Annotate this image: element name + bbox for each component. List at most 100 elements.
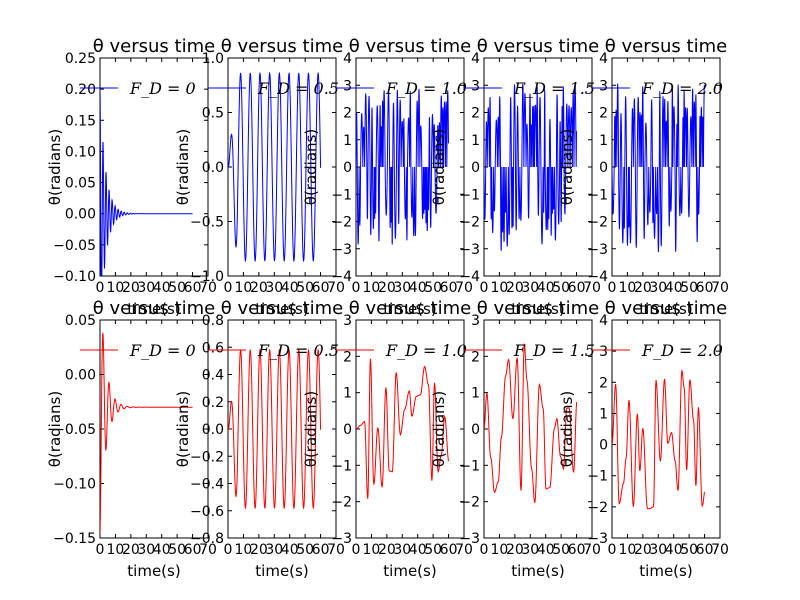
x-tick-label: 40 — [537, 542, 555, 558]
x-tick-label: 10 — [107, 280, 125, 296]
y-tick-label: 0 — [599, 160, 608, 176]
x-axis-label: time(s) — [639, 562, 692, 580]
x-tick-label: 50 — [680, 542, 698, 558]
y-tick-label: −2 — [331, 495, 352, 511]
x-axis-label: time(s) — [383, 562, 436, 580]
y-axis-label: θ(radians) — [174, 129, 192, 205]
legend-label: F_D = 2.0 — [641, 79, 723, 98]
series-line — [228, 348, 322, 510]
y-tick-label: 0 — [343, 160, 352, 176]
y-tick-label: 4 — [599, 313, 608, 329]
y-tick-label: −4 — [459, 269, 480, 285]
x-tick-label: 70 — [455, 542, 473, 558]
x-tick-label: 20 — [506, 542, 524, 558]
y-tick-label: −1 — [459, 187, 480, 203]
y-tick-label: −0.6 — [190, 504, 224, 520]
axes-frame — [99, 319, 209, 539]
x-tick-label: 40 — [665, 542, 683, 558]
y-tick-label: 0.15 — [65, 113, 96, 129]
x-tick-label: 70 — [583, 542, 601, 558]
y-tick-label: 1 — [599, 133, 608, 149]
x-tick-label: 30 — [649, 280, 667, 296]
x-tick-label: 30 — [393, 280, 411, 296]
y-tick-label: 4 — [471, 51, 480, 67]
x-axis-label: time(s) — [511, 300, 564, 318]
axes-frame — [99, 57, 209, 277]
y-tick-label: 0.05 — [65, 176, 96, 192]
y-tick-label: −3 — [331, 242, 352, 258]
x-tick-label: 60 — [312, 280, 330, 296]
x-tick-label: 70 — [711, 280, 729, 296]
x-tick-label: 10 — [235, 280, 253, 296]
y-tick-label: 3 — [343, 78, 352, 94]
y-tick-label: 0.8 — [202, 313, 224, 329]
x-tick-label: 0 — [608, 280, 617, 296]
y-tick-label: −3 — [331, 531, 352, 547]
legend-label: F_D = 1.0 — [385, 341, 467, 360]
y-tick-label: 1 — [343, 386, 352, 402]
legend-label: F_D = 0 — [129, 341, 196, 360]
x-tick-label: 40 — [153, 542, 171, 558]
x-tick-label: 10 — [619, 542, 637, 558]
x-tick-label: 0 — [480, 542, 489, 558]
y-axis-label: θ(radians) — [46, 129, 64, 205]
y-tick-label: 3 — [343, 313, 352, 329]
y-tick-label: 0.4 — [202, 368, 224, 384]
x-tick-label: 50 — [680, 280, 698, 296]
legend-label: F_D = 0.5 — [257, 79, 339, 98]
legend-label: F_D = 2.0 — [641, 341, 723, 360]
y-tick-label: −1 — [331, 187, 352, 203]
y-tick-label: −3 — [459, 531, 480, 547]
x-tick-label: 50 — [424, 542, 442, 558]
y-tick-label: −0.05 — [53, 422, 96, 438]
x-axis-label: time(s) — [383, 300, 436, 318]
y-tick-label: 0.00 — [65, 368, 96, 384]
subplot-title: θ versus time — [477, 298, 599, 319]
x-tick-label: 0 — [96, 542, 105, 558]
x-tick-label: 60 — [696, 280, 714, 296]
x-tick-label: 60 — [696, 542, 714, 558]
y-tick-label: 0.0 — [202, 160, 224, 176]
y-tick-label: 3 — [599, 78, 608, 94]
y-tick-label: 1 — [471, 133, 480, 149]
x-tick-label: 30 — [137, 280, 155, 296]
x-tick-label: 60 — [440, 280, 458, 296]
y-tick-label: 0 — [599, 438, 608, 454]
x-tick-label: 20 — [378, 542, 396, 558]
y-tick-label: 0.0 — [202, 422, 224, 438]
y-tick-label: 2 — [471, 349, 480, 365]
subplot-title: θ versus time — [221, 36, 343, 57]
x-tick-label: 50 — [296, 542, 314, 558]
x-tick-label: 60 — [184, 280, 202, 296]
x-tick-label: 40 — [409, 542, 427, 558]
x-tick-label: 60 — [568, 280, 586, 296]
y-tick-label: −1 — [587, 187, 608, 203]
y-tick-label: 1 — [599, 406, 608, 422]
x-tick-label: 30 — [137, 542, 155, 558]
y-axis-label: θ(radians) — [558, 391, 576, 467]
x-tick-label: 0 — [224, 280, 233, 296]
x-tick-label: 30 — [649, 542, 667, 558]
x-tick-label: 10 — [491, 280, 509, 296]
y-tick-label: 4 — [599, 51, 608, 67]
x-axis-label: time(s) — [127, 300, 180, 318]
y-tick-label: −1 — [331, 458, 352, 474]
x-tick-label: 50 — [168, 280, 186, 296]
x-tick-label: 10 — [491, 542, 509, 558]
subplot-title: θ versus time — [93, 298, 215, 319]
y-tick-label: 0 — [471, 422, 480, 438]
subplot-title: θ versus time — [349, 36, 471, 57]
x-tick-label: 10 — [363, 280, 381, 296]
x-tick-label: 40 — [409, 280, 427, 296]
x-tick-label: 70 — [583, 280, 601, 296]
x-tick-label: 70 — [327, 542, 345, 558]
x-tick-label: 50 — [296, 280, 314, 296]
x-axis-label: time(s) — [127, 562, 180, 580]
